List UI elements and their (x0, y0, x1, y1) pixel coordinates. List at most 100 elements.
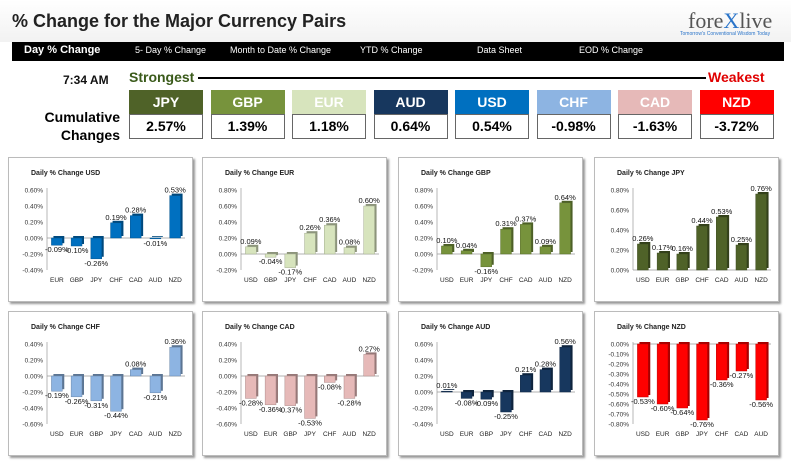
y-tick-label: 0.60% (611, 208, 630, 215)
x-tick-label: CHF (499, 277, 512, 284)
currency-header-usd: USD (455, 90, 529, 114)
nav-eod-change[interactable]: EOD % Change (579, 45, 644, 55)
bar-shadow (152, 236, 163, 237)
x-tick-label: CAD (539, 431, 553, 438)
data-label: -0.01% (144, 239, 168, 248)
x-tick-label: NZD (168, 277, 182, 284)
bar (51, 375, 63, 392)
chart-title: Daily % Change USD (31, 170, 100, 177)
bar (363, 354, 375, 377)
x-tick-label: GBP (264, 277, 278, 284)
nav-5day-change[interactable]: 5- Day % Change (135, 45, 207, 55)
y-tick-label: -0.60% (22, 422, 43, 429)
x-tick-label: USD (244, 277, 258, 284)
nav-ytd-change[interactable]: YTD % Change (360, 45, 423, 55)
chart-title: Daily % Change NZD (617, 324, 686, 331)
bar (70, 375, 83, 398)
weakest-label: Weakest (708, 69, 765, 85)
data-label: -0.31% (84, 401, 108, 410)
nav-data-sheet[interactable]: Data Sheet (477, 45, 523, 55)
chart-svg-nzd: Daily % Change NZD 0.00% -0.10% -0.20% -0.30… (608, 324, 773, 438)
data-label: -0.76% (690, 420, 714, 429)
bar (696, 343, 708, 421)
data-label: -0.21% (144, 393, 168, 402)
data-label: -0.28% (239, 398, 263, 407)
y-tick-label: 0.20% (25, 358, 44, 365)
nav-day-change[interactable]: Day % Change (24, 44, 101, 56)
currency-header-cad: CAD (618, 90, 692, 114)
chart-panel-cad: Daily % Change CAD 0.40% 0.20% 0.00% -0.20% -… (202, 311, 387, 456)
nav-month-to-date-change[interactable]: Month to Date % Change (230, 45, 332, 55)
nav-bar: Day % Change 5- Day % Change Month to Da… (12, 42, 784, 61)
chart-svg-cad: Daily % Change CAD0.40%0.20%0.00%-0.20%-… (216, 324, 380, 438)
chart-svg-gbp: Daily % Change GBP0.80%0.60%0.40%0.20%0.… (412, 170, 576, 284)
x-tick-label: AUD (343, 277, 357, 284)
data-label: 0.19% (105, 213, 127, 222)
bar (110, 222, 122, 239)
x-tick-label: USD (440, 431, 454, 438)
bar (441, 390, 453, 393)
y-tick-label: 0.60% (25, 188, 44, 195)
bar (304, 375, 316, 419)
bar (343, 375, 356, 399)
y-tick-label: -0.80% (608, 422, 629, 429)
x-tick-label: CAD (129, 431, 143, 438)
forexlive-logo[interactable]: foreXlive (688, 8, 772, 34)
logo-text-x: X (723, 8, 740, 33)
data-label: 0.53% (165, 186, 187, 195)
bar (460, 391, 473, 399)
y-tick-label: -0.60% (608, 402, 629, 409)
page-title: % Change for the Major Currency Pairs (12, 11, 347, 31)
bar (735, 244, 748, 271)
data-label: -0.08% (318, 382, 342, 391)
y-tick-label: -0.70% (608, 412, 629, 419)
x-tick-label: CAD (519, 277, 533, 284)
x-tick-label: NZD (362, 277, 376, 284)
x-tick-label: JPY (696, 431, 709, 438)
bar (130, 215, 142, 239)
bar (637, 243, 649, 271)
y-tick-label: 0.00% (25, 374, 44, 381)
y-tick-label: -0.20% (412, 268, 433, 275)
data-label: -0.16% (474, 267, 498, 276)
bar (696, 225, 708, 271)
x-tick-label: CHF (695, 277, 708, 284)
bar (343, 247, 356, 255)
data-label: 0.76% (751, 184, 773, 193)
y-tick-label: -0.10% (608, 352, 629, 359)
x-tick-label: EUR (70, 431, 84, 438)
x-tick-label: CHF (519, 431, 532, 438)
x-tick-label: JPY (90, 277, 103, 284)
x-tick-label: EUR (264, 431, 278, 438)
bar (130, 369, 142, 377)
y-tick-label: -0.20% (22, 390, 43, 397)
strongest-label: Strongest (129, 69, 195, 85)
data-label: 0.56% (555, 337, 577, 346)
bar (637, 343, 649, 398)
currency-header-nzd: NZD (699, 90, 774, 114)
data-label: -0.36% (259, 405, 283, 414)
y-tick-label: 0.20% (25, 220, 44, 227)
logo-tagline: Tomorrow's Conventional Wisdom Today (680, 31, 771, 37)
x-tick-label: GBP (89, 431, 103, 438)
data-label: 0.44% (691, 216, 713, 225)
y-tick-label: -0.20% (216, 268, 237, 275)
y-tick-label: 0.20% (219, 358, 238, 365)
bar (90, 237, 102, 260)
y-tick-label: 0.20% (415, 374, 434, 381)
data-label: -0.56% (749, 400, 773, 409)
y-tick-label: -0.40% (412, 422, 433, 429)
data-label: -0.28% (338, 398, 362, 407)
currency-value-cad: -1.63% (618, 114, 692, 139)
bar (755, 343, 767, 401)
y-tick-label: -0.20% (608, 362, 629, 369)
chart-panel-eur: Daily % Change EUR 0.80% 0.60% 0.40% 0.20% 0.… (202, 157, 387, 302)
x-tick-label: GBP (283, 431, 297, 438)
x-tick-label: NZD (558, 431, 572, 438)
x-tick-label: USD (244, 431, 258, 438)
y-tick-label: 0.40% (25, 204, 44, 211)
y-tick-label: 0.60% (415, 204, 434, 211)
data-label: -0.60% (651, 404, 675, 413)
y-tick-label: 0.20% (415, 236, 434, 243)
y-tick-label: 0.00% (611, 268, 630, 275)
